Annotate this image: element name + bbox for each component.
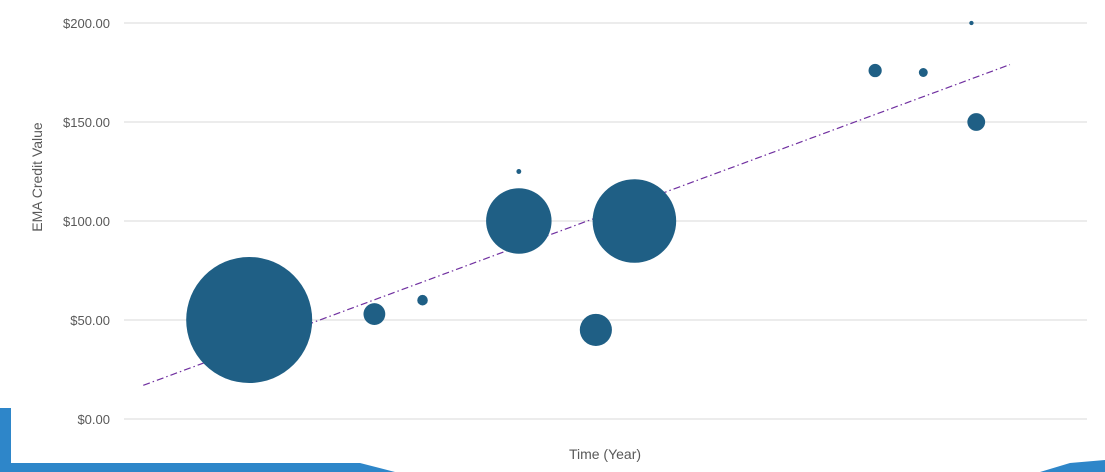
bubble-point	[969, 20, 974, 26]
y-tick-label: $100.00	[63, 214, 110, 229]
bubble-point	[868, 63, 882, 78]
bubble-point	[363, 303, 386, 325]
bubble-point	[592, 179, 677, 263]
bubble-point	[579, 313, 612, 346]
y-tick-label: $150.00	[63, 115, 110, 130]
bubble-point	[967, 113, 986, 131]
bubble-point	[516, 169, 522, 174]
bubbles	[186, 20, 986, 383]
y-axis-title: EMA Credit Value	[29, 122, 45, 232]
slide-edge-decoration	[0, 408, 1105, 472]
y-axis-tick-labels: $0.00 $50.00 $100.00 $150.00 $200.00	[63, 16, 110, 427]
bubble-point	[918, 68, 928, 77]
x-axis-title: Time (Year)	[569, 446, 641, 462]
y-tick-label: $200.00	[63, 16, 110, 31]
bubble-point	[486, 188, 552, 254]
bubble-point	[417, 294, 428, 306]
y-tick-label: $50.00	[70, 313, 110, 328]
y-tick-label: $0.00	[77, 412, 110, 427]
trendline	[143, 64, 1011, 386]
bubble-point	[186, 257, 313, 383]
trendline-layer	[143, 64, 1011, 386]
